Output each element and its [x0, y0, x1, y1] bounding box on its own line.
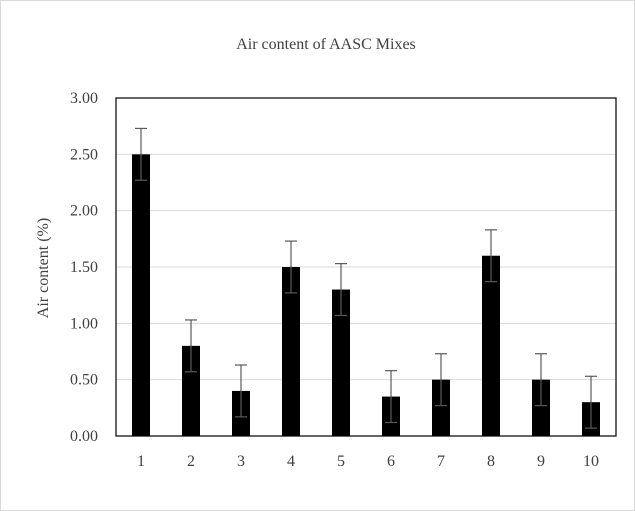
error-bar: [385, 370, 397, 424]
x-tick-label: 2: [187, 453, 195, 470]
bars: [132, 154, 600, 437]
y-tick-label: 3.00: [70, 90, 98, 107]
error-bar: [235, 364, 247, 418]
x-tick-label: 4: [287, 453, 295, 470]
x-tick-label: 10: [583, 453, 599, 470]
x-tick-label: 3: [237, 453, 245, 470]
x-tick-label: 8: [487, 453, 495, 470]
x-tick-label: 6: [387, 453, 395, 470]
bar: [532, 379, 550, 436]
bar: [132, 154, 150, 437]
error-bar: [535, 353, 547, 407]
y-axis-title: Air content (%): [35, 218, 52, 318]
bar: [482, 255, 500, 436]
bar: [332, 289, 350, 436]
error-bar: [435, 353, 447, 407]
y-tick-label: 1.50: [70, 259, 98, 276]
y-tick-label: 2.50: [70, 146, 98, 163]
x-tick-label: 5: [337, 453, 345, 470]
bar: [182, 345, 200, 436]
error-bars: [135, 127, 597, 429]
error-bar: [285, 240, 297, 294]
y-tick-label: 0.50: [70, 372, 98, 389]
x-tick-label: 9: [537, 453, 545, 470]
x-axis-ticks: 1 2 3 4 5 6 7 8 9 10: [137, 453, 599, 470]
y-tick-label: 0.00: [70, 428, 98, 445]
y-tick-label: 1.00: [70, 315, 98, 332]
bar: [432, 379, 450, 436]
error-bar: [585, 375, 597, 429]
plot-border: [115, 97, 617, 437]
x-tick-label: 7: [437, 453, 445, 470]
error-bar: [335, 263, 347, 317]
y-axis-ticks: 0.00 0.50 1.00 1.50 2.00 2.50 3.00: [70, 90, 98, 445]
error-bar: [485, 229, 497, 283]
error-bar: [185, 319, 197, 373]
bar: [282, 267, 300, 436]
y-tick-label: 2.00: [70, 203, 98, 220]
error-bar: [135, 127, 147, 181]
chart-title: Air content of AASC Mixes: [236, 36, 416, 53]
x-tick-label: 1: [137, 453, 145, 470]
